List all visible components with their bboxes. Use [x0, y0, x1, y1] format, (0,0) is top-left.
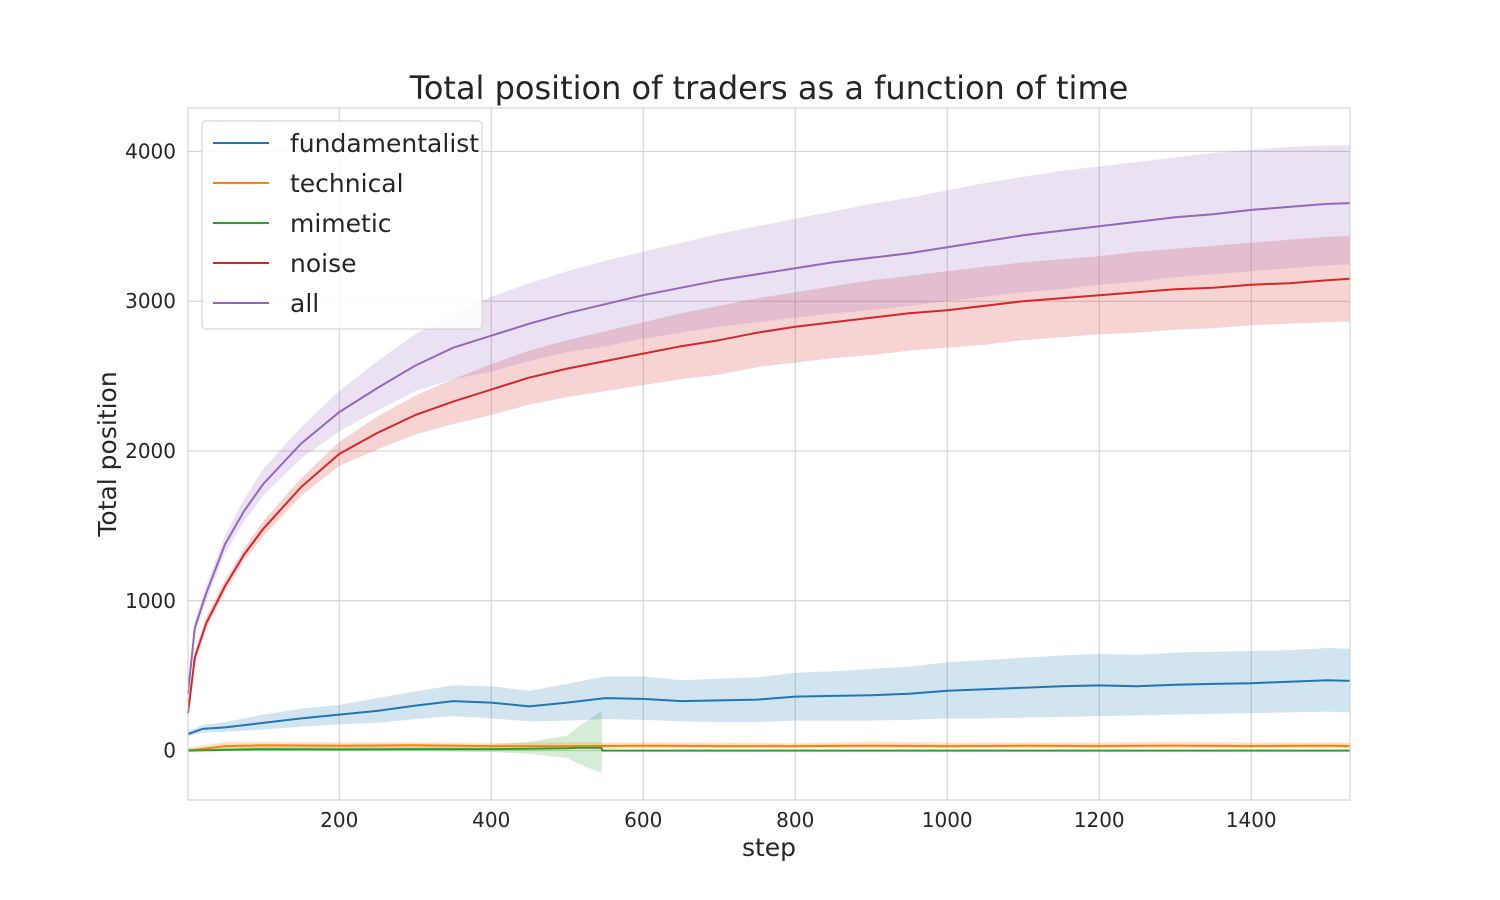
x-tick-label: 600: [624, 808, 662, 832]
legend-label: all: [290, 289, 319, 318]
fundamentalist-line: [187, 679, 1351, 736]
legend-label: mimetic: [290, 209, 392, 238]
y-tick-label: 2000: [125, 439, 176, 463]
y-tick-label: 4000: [125, 139, 176, 163]
legend-item-all: all: [213, 289, 319, 318]
noise-band: [188, 236, 1350, 717]
fundamentalist-band: [188, 648, 1350, 737]
x-tick-label: 400: [472, 808, 510, 832]
technical-line: [187, 744, 1351, 752]
all-line: [187, 202, 1351, 694]
y-axis-ticks: 0 1000 2000 3000 4000: [125, 139, 176, 762]
legend-item-mimetic: mimetic: [213, 209, 392, 238]
x-axis-label: step: [742, 833, 796, 862]
x-axis-ticks: 200 400 600 800 1000 1200 1400: [320, 808, 1277, 832]
legend-label: technical: [290, 169, 404, 198]
y-axis-label: Total position: [93, 371, 122, 537]
legend: fundamentalist technical mimetic noise all: [201, 120, 483, 330]
legend-item-technical: technical: [213, 169, 404, 198]
y-tick-label: 3000: [125, 289, 176, 313]
x-tick-label: 800: [776, 808, 814, 832]
chart-title: Total position of traders as a function …: [409, 69, 1129, 107]
x-tick-label: 200: [320, 808, 358, 832]
series-lines: [187, 202, 1351, 752]
y-tick-label: 1000: [125, 589, 176, 613]
x-tick-label: 1400: [1226, 808, 1277, 832]
legend-label: fundamentalist: [290, 129, 479, 158]
y-tick-label: 0: [163, 739, 176, 763]
x-tick-label: 1000: [922, 808, 973, 832]
legend-box: [201, 120, 483, 330]
all-band: [188, 145, 1350, 697]
legend-label: noise: [290, 249, 357, 278]
legend-item-noise: noise: [213, 249, 357, 278]
x-tick-label: 1200: [1074, 808, 1125, 832]
plot-frame: [187, 107, 1351, 801]
legend-item-fundamentalist: fundamentalist: [213, 129, 479, 158]
mimetic-line: [187, 746, 1350, 752]
noise-line: [187, 277, 1351, 714]
